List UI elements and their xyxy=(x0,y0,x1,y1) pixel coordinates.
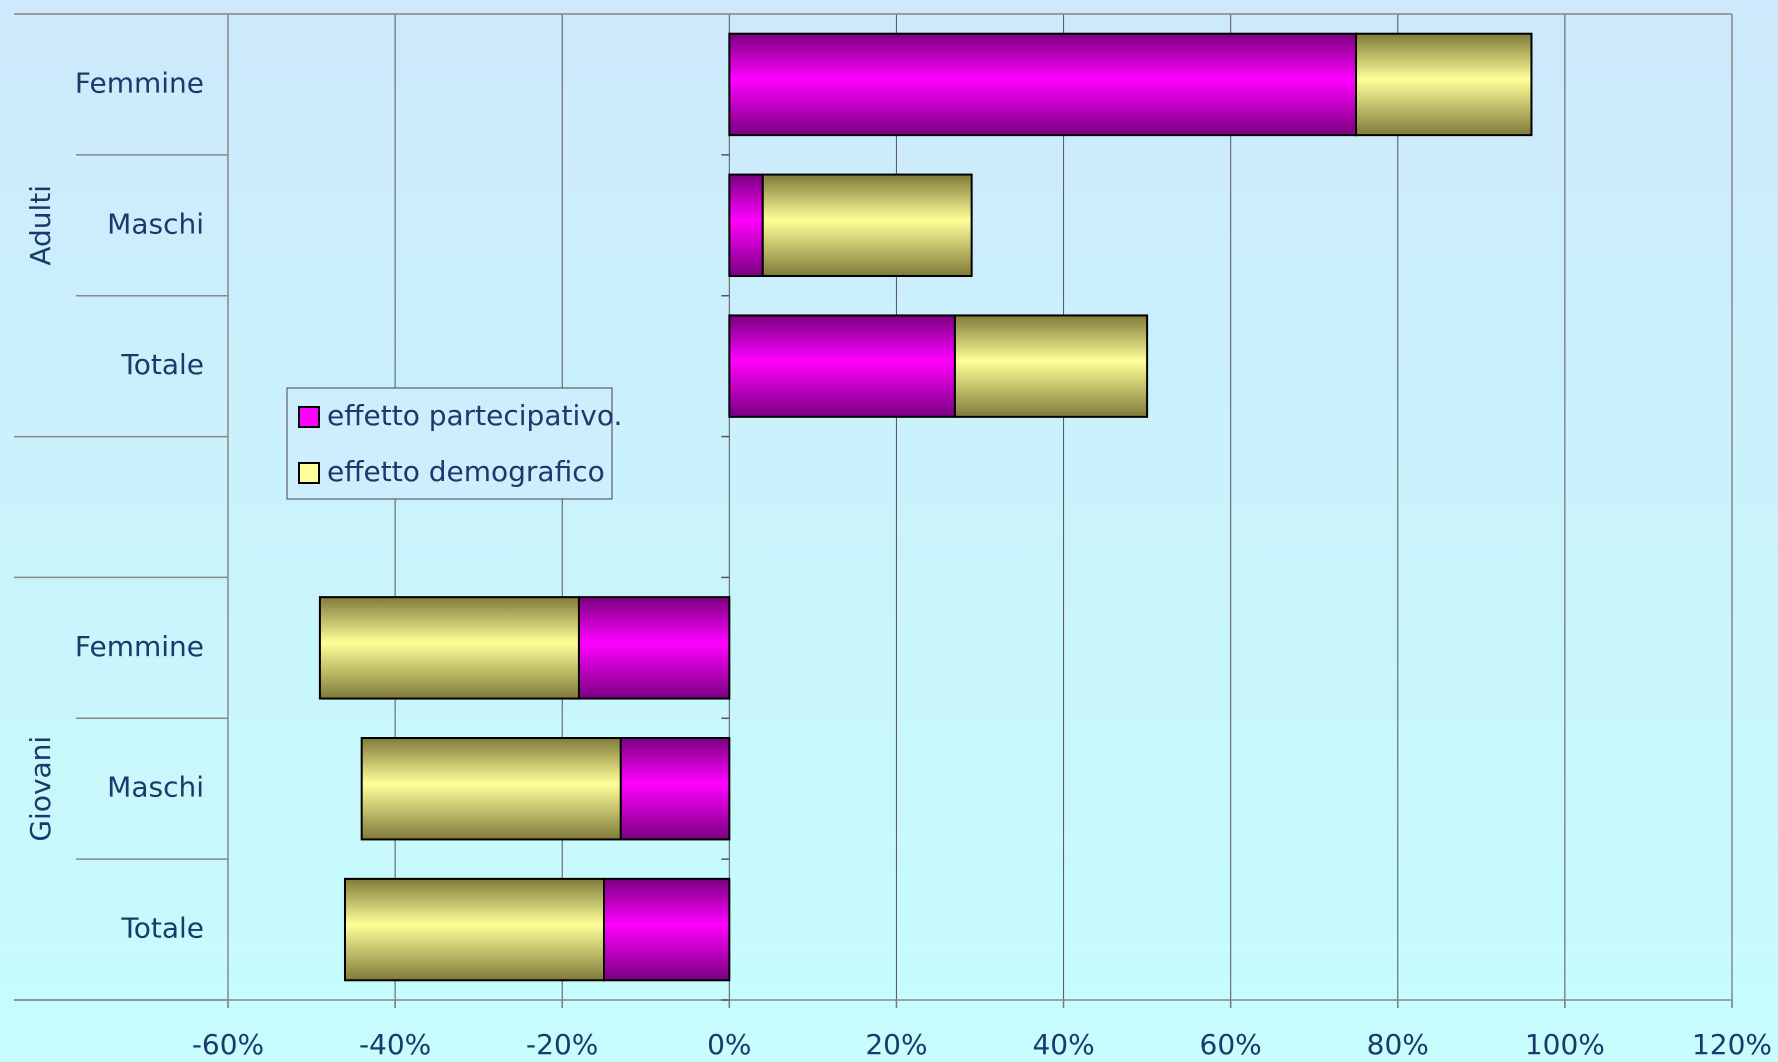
y-tick-label: Femmine xyxy=(75,66,204,99)
bar xyxy=(728,173,764,277)
legend-box xyxy=(286,387,613,500)
bar xyxy=(953,314,1149,418)
x-tick-label: -40% xyxy=(359,1028,431,1061)
x-tick-label: 100% xyxy=(1525,1028,1605,1061)
bar xyxy=(619,737,731,841)
x-tick-label: 0% xyxy=(707,1028,751,1061)
y-tick-label: Totale xyxy=(120,348,204,381)
x-tick-label: 20% xyxy=(865,1028,927,1061)
bar xyxy=(761,173,973,277)
group-label: Adulti xyxy=(24,185,57,266)
x-tick-label: 80% xyxy=(1367,1028,1429,1061)
legend-swatch xyxy=(298,462,320,484)
y-tick-label: Totale xyxy=(120,912,204,945)
bar xyxy=(728,32,1357,137)
x-tick-label: 120% xyxy=(1692,1028,1772,1061)
y-tick-label: Maschi xyxy=(107,771,204,804)
bar xyxy=(577,596,731,700)
y-tick-label: Maschi xyxy=(107,207,204,240)
legend-label: effetto demografico xyxy=(327,455,605,488)
x-tick-label: 40% xyxy=(1032,1028,1094,1061)
bar xyxy=(728,314,956,418)
x-tick-label: -20% xyxy=(526,1028,598,1061)
x-tick-label: 60% xyxy=(1200,1028,1262,1061)
legend-swatch xyxy=(298,406,320,428)
y-tick-label: Femmine xyxy=(75,630,204,663)
bar xyxy=(318,596,580,700)
bar xyxy=(360,737,622,841)
group-label: Giovani xyxy=(24,736,57,842)
bar xyxy=(603,877,731,982)
bar xyxy=(1355,32,1533,137)
legend-label: effetto partecipativo. xyxy=(327,399,622,432)
bar xyxy=(343,877,605,982)
x-tick-label: -60% xyxy=(192,1028,264,1061)
